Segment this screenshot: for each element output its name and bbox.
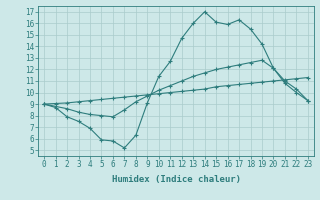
X-axis label: Humidex (Indice chaleur): Humidex (Indice chaleur) <box>111 175 241 184</box>
